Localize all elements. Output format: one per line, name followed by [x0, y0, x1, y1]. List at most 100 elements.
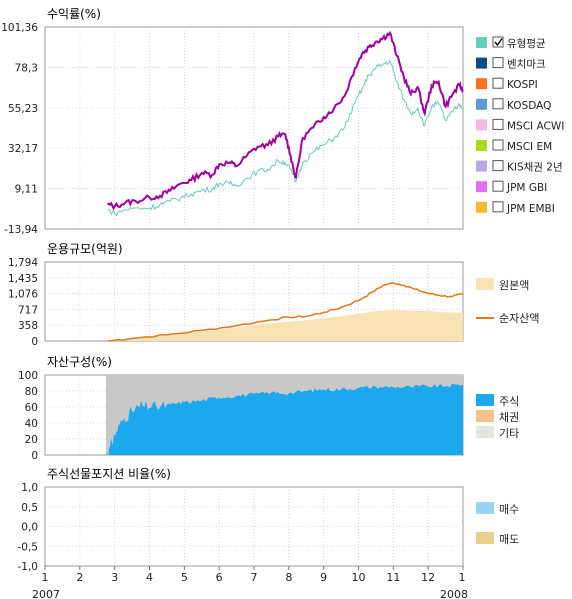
x-tick-label: 6: [216, 571, 223, 584]
y-tick-label: -1,0: [18, 561, 39, 573]
x-tick-label: 4: [146, 571, 153, 584]
panel-1: 운용규모(억원) 1,794 1,435 1,076 717 358 0: [8, 242, 464, 348]
y-tick-label: 80: [25, 386, 38, 398]
y-tick-label: 0,0: [21, 522, 38, 534]
chart-title: 수익률(%): [47, 7, 101, 21]
legend-checkbox[interactable]: [492, 139, 504, 151]
y-tick-label: 0,5: [21, 502, 38, 514]
returns-series: [107, 30, 464, 217]
legend-label: KOSDAQ: [507, 100, 551, 112]
legend-swatch: [476, 140, 487, 151]
legend-checkbox[interactable]: [492, 160, 504, 172]
legend-checkbox[interactable]: [492, 201, 504, 213]
area-stock: [105, 383, 463, 455]
series-line-fund: [107, 30, 464, 211]
x-tick-label: 5: [181, 571, 188, 584]
y-tick-label: 32,17: [8, 143, 38, 155]
legend-swatch: [476, 502, 494, 514]
y-tick-label: 1,0: [21, 482, 38, 494]
y-tick-label: 717: [18, 304, 38, 316]
legend-swatch: [476, 37, 487, 48]
y-tick-label: 1,435: [8, 273, 38, 285]
composition-series: [105, 375, 463, 455]
legend-swatch: [476, 201, 487, 213]
legend-swatch: [476, 78, 487, 90]
legend-label: 채권: [499, 411, 519, 424]
series-line-net-assets: [107, 282, 464, 342]
legend-label: 원본액: [499, 279, 529, 292]
legend-swatch: [476, 181, 487, 193]
legend-swatch: [476, 57, 487, 69]
legend-label: MSCI EM: [507, 141, 552, 153]
series-line-benchmark: [107, 59, 464, 217]
legend-checkbox[interactable]: [492, 57, 504, 69]
x-tick-label: 8: [285, 571, 292, 584]
y-tick-label: -0,5: [18, 541, 39, 553]
chart-title: 운용규모(억원): [47, 242, 123, 256]
x-tick-label: 1: [459, 571, 466, 584]
legend-swatch: [476, 160, 487, 172]
y-tick-label: 1,794: [8, 257, 38, 269]
x-year-label: 2008: [440, 588, 468, 599]
legend-swatch: [476, 394, 494, 406]
legend-label: KOSPI: [507, 79, 538, 91]
legend-swatch: [476, 532, 494, 544]
x-tick-label: 7: [251, 571, 258, 584]
y-tick-label: 20: [25, 434, 38, 446]
legend-label: 벤치마크: [507, 59, 546, 71]
y-tick-label: -13,94: [4, 224, 38, 236]
x-tick-label: 10: [352, 571, 366, 584]
chart-title: 주식선물포지션 비율(%): [47, 467, 171, 481]
x-tick-label: 12: [421, 571, 435, 584]
y-tick-label: 0: [31, 450, 38, 462]
legend-checkbox[interactable]: [492, 180, 504, 192]
area-principal: [107, 310, 463, 341]
assets-series: [107, 282, 464, 342]
legend-label: JPM EMBI: [506, 203, 555, 215]
chart-title: 자산구성(%): [47, 355, 112, 369]
y-tick-label: 78,3: [15, 62, 38, 74]
legend-checkbox[interactable]: [492, 118, 504, 130]
y-tick-label: 100: [18, 370, 38, 382]
legend-label: 주식: [499, 395, 519, 408]
panel-3: 주식선물포지션 비율(%) 1,0 0,5 0,0 -0,5 -1,0: [18, 467, 464, 573]
panel-0: 수익률(%) 101,36 78,3 55,23 32,17 9,11 -13,94: [1, 7, 464, 236]
x-tick-label: 1: [42, 571, 49, 584]
y-tick-label: 60: [25, 402, 38, 414]
legend-label: JPM GBI: [506, 182, 547, 194]
legend-swatch: [476, 98, 487, 110]
x-tick-label: 11: [386, 571, 400, 584]
legend-label: 기타: [499, 427, 519, 440]
x-tick-label: 2: [76, 571, 83, 584]
legend-label: 매도: [499, 533, 519, 546]
legend-label: 유형평균: [507, 38, 546, 50]
legend-swatch: [476, 278, 494, 290]
legend-checkbox[interactable]: [492, 98, 504, 110]
legend-swatch: [476, 426, 494, 438]
y-tick-label: 55,23: [8, 103, 38, 115]
y-tick-label: 358: [18, 320, 38, 332]
x-tick-label: 9: [320, 571, 327, 584]
check-icon: [494, 38, 503, 47]
y-tick-label: 1,076: [8, 289, 38, 301]
legend-label: 순자산액: [499, 312, 539, 325]
y-tick-label: 0: [31, 336, 38, 348]
legend-swatch: [476, 119, 487, 131]
legend-checkbox[interactable]: [492, 36, 504, 48]
y-tick-label: 40: [25, 418, 38, 430]
x-year-label: 2007: [32, 588, 60, 599]
x-tick-label: 3: [111, 571, 118, 584]
legend-swatch: [476, 410, 494, 422]
legend-label: MSCI ACWI: [507, 120, 564, 132]
y-tick-label: 101,36: [1, 22, 38, 34]
legend-label: 매수: [499, 503, 519, 516]
legend-label: KIS채권 2년: [507, 162, 563, 174]
y-tick-label: 9,11: [15, 184, 38, 196]
legend-checkbox[interactable]: [492, 77, 504, 89]
